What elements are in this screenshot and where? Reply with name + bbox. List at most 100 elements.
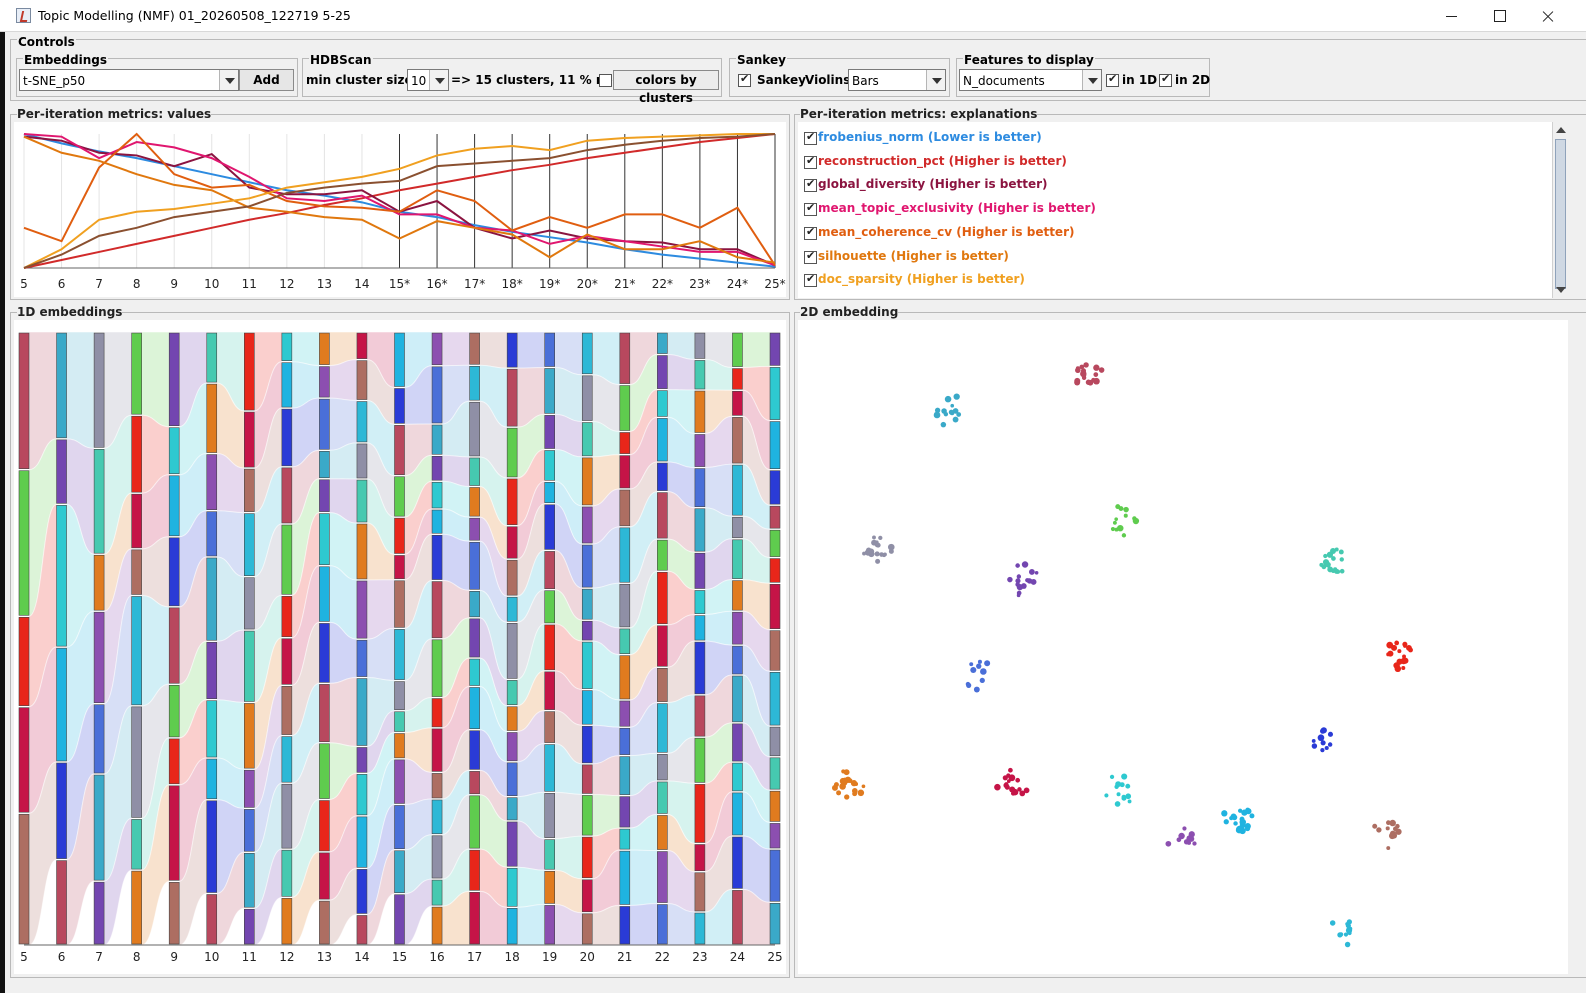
chevron-down-icon[interactable]	[429, 70, 448, 90]
features-select-value: N_documents	[963, 74, 1045, 88]
colors-by-clusters-checkbox[interactable]	[599, 74, 612, 87]
sankey-node	[469, 795, 480, 849]
x-tick-label: 18	[505, 950, 520, 964]
scroll-thumb[interactable]	[1555, 139, 1566, 289]
scroll-down-icon[interactable]	[1554, 283, 1567, 297]
chevron-down-icon[interactable]	[926, 70, 945, 90]
sankey-node	[506, 427, 518, 478]
sankey-node	[356, 580, 368, 639]
sankey-node	[131, 415, 142, 493]
close-button[interactable]	[1524, 0, 1570, 32]
sankey-node	[581, 422, 593, 457]
sankey-node	[769, 757, 781, 790]
scatter-point	[1030, 579, 1037, 585]
scatter-point	[1326, 563, 1331, 568]
violins-select[interactable]: Bars	[848, 69, 946, 91]
x-tick-label: 14	[354, 950, 369, 964]
sankey-node	[244, 809, 255, 852]
sankey-node	[394, 681, 405, 711]
scatter-point	[1249, 813, 1255, 819]
maximize-button[interactable]	[1476, 0, 1522, 32]
scatter-point	[1017, 787, 1022, 792]
scatter-chart	[798, 320, 1568, 974]
sankey-svg: 5 6 7 8 9 10 11 12 13 14 15 16 17 18 19 20 21 22 23 24 25	[18, 331, 783, 964]
sankey-node	[244, 703, 255, 769]
sankey-node	[356, 639, 368, 677]
metric-checkbox[interactable]	[804, 272, 817, 288]
series-line	[23, 132, 776, 266]
scatter-point	[1021, 561, 1029, 568]
sankey-node	[206, 454, 218, 510]
sankey-node	[93, 332, 105, 448]
sankey-node	[657, 703, 668, 753]
metrics-explanations-list	[798, 122, 1552, 298]
scatter-point	[1233, 821, 1238, 826]
scatter-point	[1074, 379, 1081, 386]
metric-label: mean_coherence_cv (Higher is better)	[818, 224, 1075, 239]
sankey-flow	[141, 331, 170, 428]
colors-by-clusters-label[interactable]: colors by clusters	[613, 70, 719, 105]
scatter-point	[874, 551, 880, 557]
scatter-point	[1406, 645, 1412, 651]
add-button[interactable]: Add	[239, 69, 294, 91]
min-cluster-size-value: 10	[411, 74, 427, 88]
embeddings-select[interactable]: t-SNE_p50	[19, 69, 239, 91]
sankey-node	[469, 487, 480, 517]
sankey-flow	[291, 851, 320, 946]
sankey-node	[18, 470, 30, 616]
sankey-node	[356, 401, 368, 443]
sankey-node	[544, 624, 556, 671]
sankey-node	[18, 813, 30, 945]
metric-checkbox[interactable]	[804, 225, 817, 240]
sankey-flow	[28, 761, 58, 946]
scatter-point	[1327, 566, 1334, 573]
sankey-node	[769, 583, 781, 629]
scatter-point	[1311, 743, 1318, 749]
scatter-point	[1192, 841, 1197, 846]
scroll-up-icon[interactable]	[1554, 123, 1567, 137]
sankey-node	[319, 900, 330, 945]
metric-label: doc_sparsity (Higher is better)	[818, 272, 1025, 287]
chevron-down-icon[interactable]	[219, 70, 238, 90]
sankey-node	[619, 455, 631, 489]
scatter-point	[1114, 517, 1118, 521]
scatter-point	[1223, 819, 1229, 825]
sankey-node	[769, 823, 781, 849]
metric-checkbox[interactable]	[804, 249, 817, 264]
scatter-point	[1013, 789, 1019, 796]
scatter-point	[1386, 641, 1394, 649]
sankey-node	[131, 549, 142, 595]
sankey-node	[356, 915, 368, 945]
controls-panel: Controls	[10, 35, 1586, 101]
scatter-point	[1165, 840, 1172, 847]
metrics-scrollbar[interactable]	[1552, 122, 1567, 298]
min-cluster-size-select[interactable]: 10	[407, 69, 449, 91]
metric-checkbox[interactable]	[804, 177, 817, 193]
sankey-node	[206, 511, 218, 557]
sankey-node	[394, 850, 405, 894]
in-1d-checkbox[interactable]	[1106, 72, 1119, 87]
sankey-node	[131, 870, 142, 945]
sankey-node	[694, 641, 706, 695]
features-label: Features to display	[963, 53, 1095, 67]
metric-checkbox[interactable]	[804, 154, 817, 169]
scatter-point	[1221, 810, 1228, 817]
minimize-button[interactable]	[1428, 0, 1474, 32]
sankey-node	[732, 390, 743, 416]
scatter-point	[1093, 372, 1099, 377]
scatter-point	[980, 668, 987, 675]
sankey-node	[431, 906, 443, 945]
sankey-node	[394, 517, 405, 554]
metric-checkbox[interactable]	[804, 201, 817, 217]
sankey-node	[657, 815, 668, 850]
in-2d-checkbox[interactable]	[1159, 72, 1172, 87]
sankey-node	[431, 879, 443, 906]
sankey-node	[394, 805, 405, 850]
sankey-checkbox[interactable]	[738, 72, 751, 87]
chevron-down-icon[interactable]	[1082, 70, 1101, 90]
scatter-point	[1015, 777, 1021, 783]
sankey-node	[694, 332, 706, 359]
metric-checkbox[interactable]	[804, 130, 817, 145]
features-select[interactable]: N_documents	[959, 69, 1102, 91]
sankey-node	[769, 421, 781, 470]
